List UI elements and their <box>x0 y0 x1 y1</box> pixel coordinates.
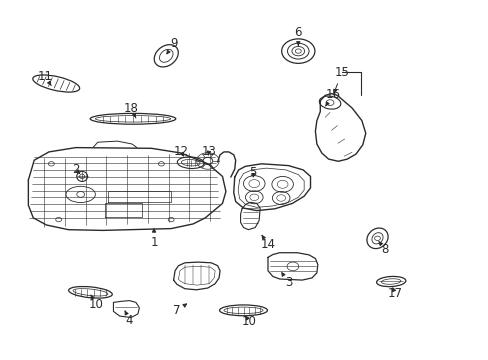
Text: 16: 16 <box>325 88 340 106</box>
Text: 1: 1 <box>150 229 158 249</box>
Text: 9: 9 <box>166 37 177 54</box>
Text: 10: 10 <box>242 315 256 328</box>
Text: 14: 14 <box>260 235 275 251</box>
Text: 11: 11 <box>38 70 52 86</box>
Text: 3: 3 <box>281 273 292 289</box>
Text: 2: 2 <box>72 163 80 176</box>
Text: 5: 5 <box>249 166 257 179</box>
Text: 10: 10 <box>89 295 103 311</box>
Text: 4: 4 <box>125 311 133 327</box>
Text: 6: 6 <box>294 26 302 45</box>
Text: 18: 18 <box>123 102 138 118</box>
Text: 13: 13 <box>201 145 216 158</box>
Text: 7: 7 <box>173 304 186 317</box>
Text: 8: 8 <box>378 242 388 256</box>
Text: 12: 12 <box>173 145 188 158</box>
Text: 15: 15 <box>333 66 349 93</box>
Text: 17: 17 <box>387 287 402 300</box>
